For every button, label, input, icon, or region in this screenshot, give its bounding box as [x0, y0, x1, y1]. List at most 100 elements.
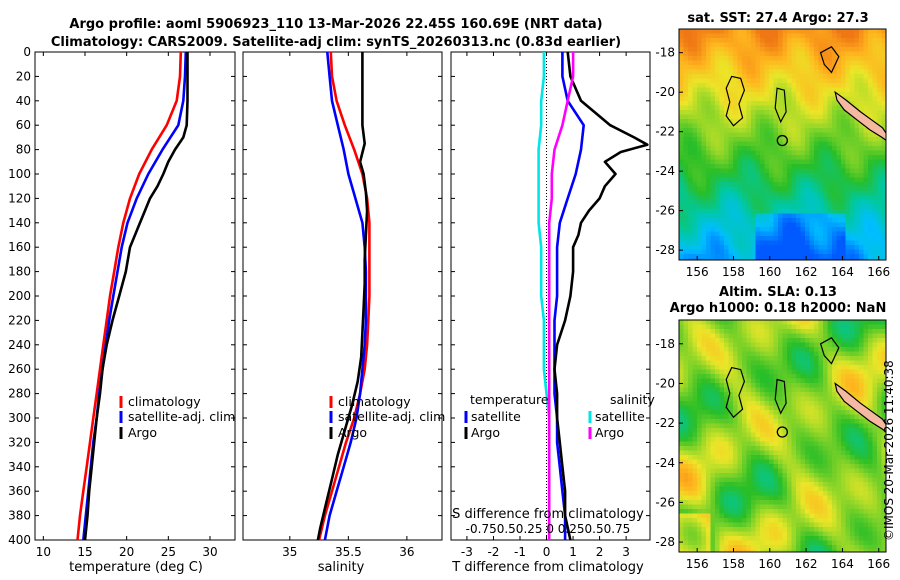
map-cell — [823, 405, 828, 411]
map-cell — [778, 101, 783, 106]
map-cell — [877, 168, 882, 174]
map-cell — [782, 423, 788, 429]
map-cell — [881, 396, 886, 402]
map-cell — [688, 231, 693, 237]
map-cell — [769, 351, 774, 357]
map-cell — [854, 65, 860, 70]
map-cell — [719, 56, 725, 61]
s-difference-ticks: -0.750.50.25 0 0.250.50.75 — [466, 522, 631, 536]
map-cell — [854, 369, 860, 375]
map-cell — [751, 518, 756, 523]
map-cell — [737, 87, 743, 93]
map-cell — [881, 527, 886, 532]
map-cell — [692, 240, 698, 246]
map-cell — [791, 486, 797, 492]
map-cell — [710, 213, 716, 219]
map-cell — [836, 509, 842, 514]
map-cell — [800, 383, 806, 388]
map-cell — [742, 191, 747, 196]
map-cell — [832, 164, 837, 169]
map-cell — [845, 374, 851, 379]
map-cell — [854, 101, 860, 106]
map-cell — [697, 320, 702, 325]
map-cell — [850, 338, 855, 343]
map-cell — [881, 114, 886, 120]
map-cell — [733, 531, 738, 537]
map-cell — [728, 432, 734, 438]
map-cell — [751, 455, 756, 460]
map-cell — [832, 119, 837, 124]
map-cell — [854, 213, 860, 219]
map-cell — [823, 236, 828, 241]
map-cell — [706, 227, 711, 232]
map-cell — [746, 92, 752, 97]
map-cell — [733, 522, 738, 528]
map-cell — [859, 209, 864, 214]
map-cell — [850, 137, 855, 142]
map-cell — [719, 74, 725, 79]
map-cell — [697, 56, 702, 61]
map-cell — [791, 245, 797, 250]
map-cell — [841, 177, 846, 183]
map-cell — [778, 491, 783, 496]
map-cell — [733, 69, 738, 75]
map-cell — [787, 209, 792, 214]
map-cell — [841, 482, 846, 487]
map-cell — [728, 338, 734, 343]
map-cell — [746, 419, 752, 424]
map-cell — [737, 51, 743, 57]
map-cell — [782, 105, 788, 111]
map-cell — [814, 329, 819, 334]
map-cell — [832, 42, 837, 48]
map-cell — [823, 65, 828, 70]
map-cell — [719, 477, 725, 483]
map-cell — [715, 195, 720, 201]
map-cell — [692, 155, 698, 160]
map-cell — [818, 509, 824, 514]
map-cell — [760, 240, 765, 246]
map-cell — [683, 60, 689, 66]
map-cell — [881, 383, 886, 388]
map-cell — [683, 56, 689, 61]
map-cell — [710, 65, 716, 70]
map-cell — [751, 195, 756, 201]
map-cell — [679, 423, 684, 429]
map-cell — [796, 482, 801, 487]
map-cell — [679, 123, 684, 129]
map-cell — [863, 450, 869, 456]
map-cell — [688, 518, 693, 523]
map-cell — [805, 396, 810, 402]
map-cell — [769, 155, 774, 160]
map-cell — [719, 437, 725, 442]
map-cell — [868, 518, 873, 523]
map-cell — [881, 254, 886, 259]
map-cell — [773, 360, 779, 366]
map-cell — [854, 495, 860, 501]
map-cell — [751, 110, 756, 115]
map-cell — [827, 423, 833, 429]
map-cell — [733, 464, 738, 469]
map-cell — [791, 137, 797, 142]
map-cell — [827, 369, 833, 375]
map-cell — [679, 369, 684, 375]
map-cell — [746, 414, 752, 420]
map-cell — [778, 473, 783, 478]
map-cell — [697, 477, 702, 483]
map-cell — [688, 531, 693, 537]
map-cell — [832, 518, 837, 523]
map-cell — [787, 33, 792, 39]
map-cell — [692, 338, 698, 343]
map-cell — [697, 69, 702, 75]
map-cell — [737, 536, 743, 541]
map-cell — [854, 356, 860, 361]
map-cell — [737, 213, 743, 219]
map-cell — [710, 195, 716, 201]
map-cell — [697, 42, 702, 48]
map-cell — [791, 459, 797, 465]
map-cell — [751, 545, 756, 550]
map-cell — [859, 236, 864, 241]
map-cell — [697, 333, 702, 339]
map-cell — [823, 392, 828, 397]
map-cell — [814, 405, 819, 411]
map-cell — [715, 132, 720, 138]
